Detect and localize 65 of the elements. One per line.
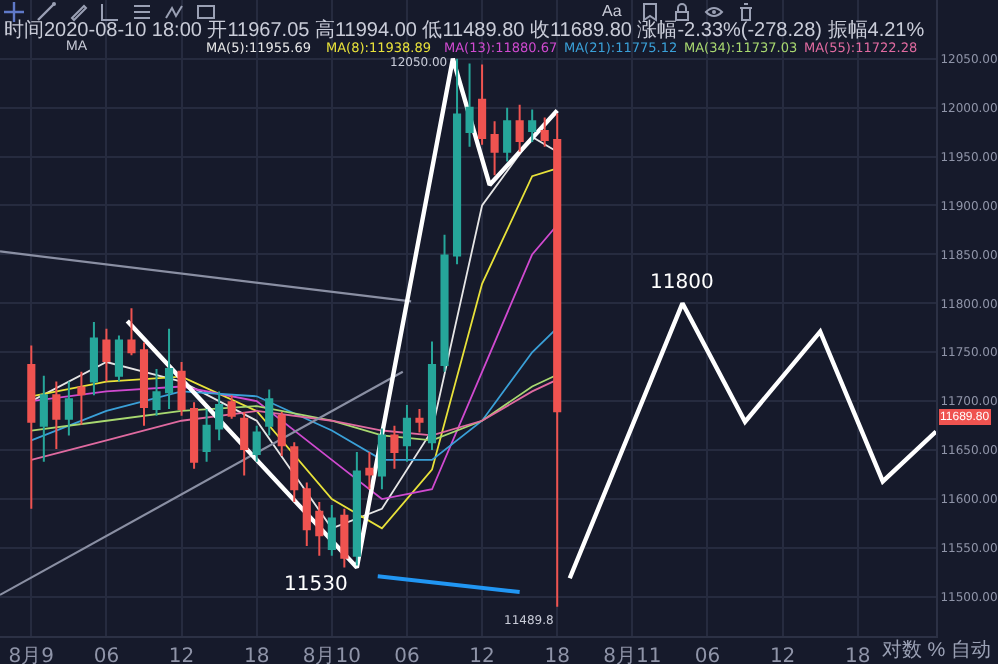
candlestick	[290, 441, 299, 503]
x-tick-label: 06	[394, 646, 420, 664]
candlestick	[440, 233, 449, 373]
x-tick-label: 12	[168, 646, 195, 664]
x-tick-label: 18	[243, 646, 270, 664]
x-tick-label: 8月11	[603, 646, 662, 664]
candlestick	[190, 401, 199, 470]
candlestick	[302, 481, 311, 547]
candlestick	[215, 390, 224, 442]
x-tick-label: 12	[469, 646, 495, 664]
line-series	[567, 301, 936, 581]
candlestick	[340, 507, 349, 569]
x-tick-label: 06	[93, 646, 120, 664]
candlestick	[277, 410, 286, 457]
x-tick-label: 8月10	[302, 646, 361, 664]
candlestick	[177, 361, 186, 417]
candlestick	[377, 427, 386, 491]
candlestick	[39, 374, 48, 463]
candlestick	[77, 370, 86, 426]
candlestick	[315, 500, 324, 557]
candlestick	[528, 108, 537, 143]
candlestick	[352, 451, 361, 567]
line-series	[30, 224, 559, 500]
candlestick	[465, 62, 474, 148]
line-series	[30, 373, 559, 442]
x-tick-label: 06	[694, 646, 721, 664]
candlestick	[427, 340, 437, 452]
candlestick	[27, 344, 36, 510]
candlestick	[164, 327, 174, 410]
x-tick-label: 18	[845, 646, 871, 664]
line-series	[30, 378, 559, 461]
annotation: 11800	[650, 272, 714, 294]
candlestick	[415, 408, 424, 434]
candlestick	[490, 120, 499, 177]
line-series	[125, 56, 560, 570]
candlestick	[503, 106, 512, 163]
candlestick	[127, 307, 136, 357]
annotation: 11530	[284, 574, 348, 596]
candlestick	[52, 380, 61, 451]
x-tick-label: 18	[544, 646, 570, 664]
candlestick	[327, 503, 336, 557]
candlestick	[515, 103, 524, 153]
candlestick	[202, 408, 211, 463]
candlestick	[265, 388, 274, 437]
candlestick	[102, 327, 111, 383]
candlestick	[478, 63, 487, 146]
candlestick	[64, 380, 73, 437]
annotation: Aa	[602, 2, 623, 20]
candlestick	[227, 394, 236, 420]
annotation: 时间2020-08-10 18:00 开11967.05 高11994.00 低11489.80 收11689.80 涨幅-2.33%(-278.28) 振幅4.21%	[4, 18, 925, 42]
candlestick	[540, 116, 549, 148]
candlestick	[402, 404, 412, 463]
candlestick	[240, 410, 249, 477]
candlestick	[390, 424, 399, 470]
candlestick	[365, 451, 374, 491]
x-tick-label: 12	[769, 646, 796, 664]
candlestick	[114, 334, 124, 383]
candlestick	[252, 424, 261, 463]
candlestick	[89, 320, 98, 397]
line-series	[30, 326, 559, 461]
x-tick-label: 8月9	[8, 646, 55, 664]
candlestick	[452, 57, 462, 266]
candlestick	[152, 367, 161, 417]
candlestick	[139, 341, 149, 427]
text: 对数 % 自动	[882, 638, 991, 662]
